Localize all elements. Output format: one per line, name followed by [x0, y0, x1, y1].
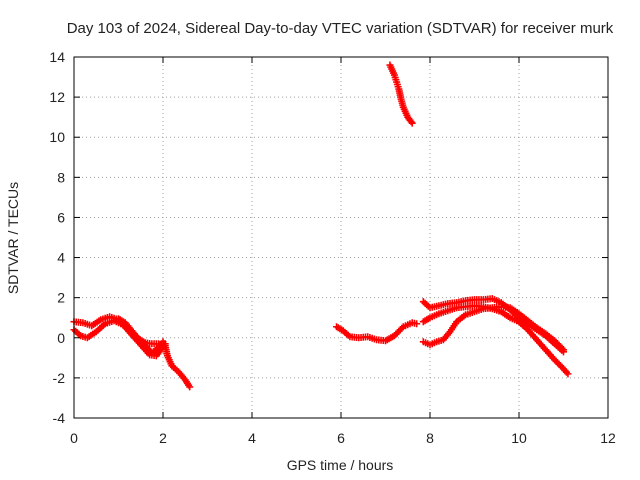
x-tick-label: 0 — [70, 430, 78, 446]
y-tick-label: 2 — [57, 290, 65, 306]
y-axis-label: SDTVAR / TECUs — [5, 182, 21, 294]
data-point-plus — [398, 324, 406, 332]
x-tick-label: 10 — [511, 430, 527, 446]
y-tick-labels: -4 -2 0 2 4 6 8 10 12 14 — [49, 49, 65, 426]
data-point-plus — [558, 344, 566, 352]
x-tick-labels: 0 2 4 6 8 10 12 — [70, 430, 616, 446]
x-axis-label: GPS time / hours — [287, 457, 394, 473]
x-tick-label: 2 — [159, 430, 167, 446]
y-tick-label: -4 — [53, 410, 66, 426]
series-arc-b — [333, 319, 421, 345]
y-tick-label: 8 — [57, 169, 65, 185]
y-tick-label: 12 — [49, 89, 65, 105]
series-arc-d-lower — [419, 303, 567, 354]
axis-ticks — [73, 56, 609, 419]
x-tick-label: 6 — [337, 430, 345, 446]
data-point-plus — [186, 383, 194, 391]
data-point-plus — [560, 346, 567, 354]
y-tick-label: 14 — [49, 49, 65, 65]
series-arc-c — [386, 61, 416, 127]
series-arc-a-loop — [115, 315, 167, 349]
data-point-plus — [408, 119, 416, 127]
grid — [74, 57, 608, 418]
data-point-plus — [159, 341, 167, 349]
x-tick-label: 12 — [600, 430, 616, 446]
series-arc-a-lower — [70, 317, 169, 360]
y-tick-label: 6 — [57, 209, 65, 225]
data-point-plus — [564, 370, 572, 378]
data-point-plus — [413, 320, 421, 328]
y-tick-label: 0 — [57, 330, 65, 346]
y-tick-label: 10 — [49, 129, 65, 145]
data-point-plus — [407, 118, 415, 126]
chart-title: Day 103 of 2024, Sidereal Day-to-day VTE… — [67, 20, 614, 37]
series-arc-a-upper — [70, 313, 194, 391]
x-tick-label: 4 — [248, 430, 256, 446]
data-marks — [70, 61, 572, 391]
y-tick-label: -2 — [53, 370, 66, 386]
y-tick-label: 4 — [57, 250, 65, 266]
x-tick-label: 8 — [426, 430, 434, 446]
